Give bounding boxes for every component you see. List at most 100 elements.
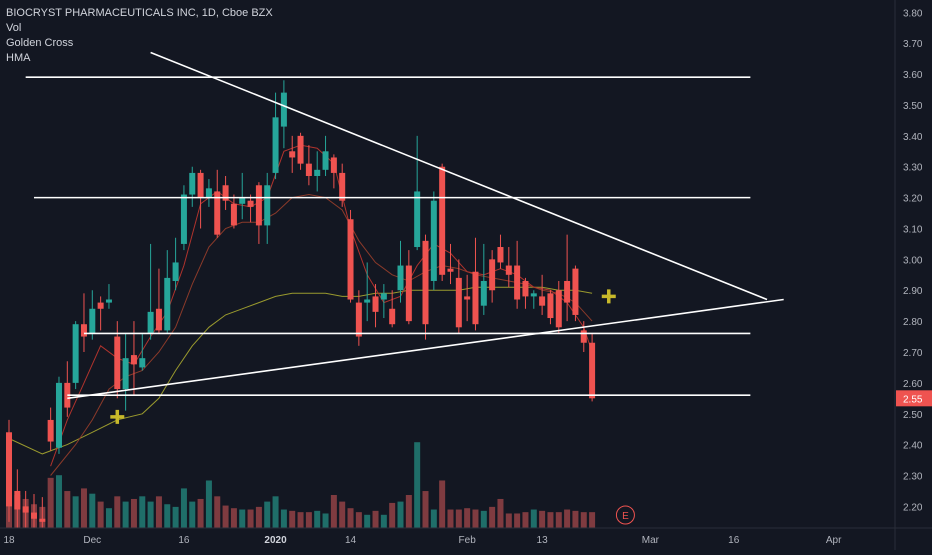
candle-body	[205, 188, 212, 198]
candle-body	[280, 92, 287, 127]
candle-body	[405, 265, 412, 322]
price-tick-label: 3.20	[903, 194, 923, 205]
candle-body	[497, 247, 504, 263]
price-tick-label: 3.00	[903, 255, 923, 266]
candle-body	[239, 197, 246, 204]
volume-bar	[72, 496, 79, 528]
volume-bar	[280, 509, 287, 528]
price-tick-label: 2.70	[903, 348, 923, 359]
volume-bar	[555, 512, 562, 528]
candle-body	[72, 324, 79, 383]
volume-bar	[214, 496, 221, 528]
volume-bars	[6, 442, 596, 528]
candle-body	[172, 262, 179, 281]
candle-body	[164, 277, 171, 331]
volume-bar	[405, 495, 412, 528]
volume-bar	[205, 480, 212, 528]
volume-bar	[130, 498, 137, 528]
candle-body	[6, 432, 12, 507]
volume-bar	[114, 496, 121, 528]
volume-bar	[264, 501, 271, 528]
volume-bar	[305, 512, 312, 528]
candle-body	[55, 382, 62, 448]
volume-bar	[489, 506, 496, 528]
volume-bar	[105, 508, 112, 528]
candle-body	[305, 163, 312, 176]
markers: E	[110, 289, 635, 525]
volume-bar	[564, 509, 571, 528]
legend-golden-cross[interactable]: Golden Cross	[6, 37, 74, 49]
volume-bar	[447, 509, 454, 528]
volume-bar	[364, 514, 371, 528]
volume-bar	[189, 501, 196, 528]
volume-bar	[64, 491, 71, 528]
volume-bar	[339, 501, 346, 528]
volume-bar	[347, 508, 354, 528]
candle-body	[364, 299, 371, 303]
volume-bar	[147, 501, 154, 528]
symbol-title[interactable]: BIOCRYST PHARMACEUTICALS INC, 1D, Cboe B…	[6, 7, 273, 19]
time-tick-label: Dec	[83, 535, 101, 546]
candle-body	[122, 358, 129, 390]
time-axis[interactable]: 18 Dec 16 2020 14 Feb 13 Mar 16 Apr	[0, 527, 932, 546]
candle-body	[530, 293, 537, 297]
price-tick-label: 2.20	[903, 502, 923, 513]
candle-body	[397, 265, 404, 291]
volume-bar	[322, 513, 329, 528]
volume-bar	[480, 510, 487, 528]
candle-body	[389, 308, 396, 325]
volume-bar	[430, 509, 437, 528]
candle-body	[580, 330, 587, 343]
price-tick-label: 2.50	[903, 410, 923, 421]
candle-body	[414, 191, 421, 248]
volume-bar	[572, 510, 579, 528]
candle-body	[255, 185, 262, 226]
volume-bar	[180, 488, 187, 528]
price-axis[interactable]: 2.20 2.30 2.40 2.50 2.60 2.70 2.80 2.90 3.00 3.10…	[894, 0, 932, 550]
volume-bar	[455, 509, 462, 528]
price-tick-label: 2.80	[903, 317, 923, 328]
golden-cross-marker	[110, 409, 125, 424]
chart-legend: BIOCRYST PHARMACEUTICALS INC, 1D, Cboe B…	[6, 6, 273, 66]
volume-bar	[80, 488, 87, 528]
volume-bar	[230, 508, 237, 528]
volume-bar	[197, 498, 204, 528]
candle-body	[564, 280, 571, 303]
candle-body	[464, 296, 471, 300]
volume-bar	[389, 502, 396, 528]
candle-body	[297, 135, 304, 164]
price-tick-label: 3.40	[903, 132, 923, 143]
drawings[interactable]	[25, 51, 784, 400]
trendline	[150, 51, 768, 301]
candle-body	[589, 342, 596, 399]
candle-body	[180, 194, 187, 244]
legend-vol[interactable]: Vol	[6, 22, 22, 34]
candle-body	[272, 117, 279, 173]
ma-slow-line	[8, 286, 593, 455]
time-tick-label: Feb	[459, 535, 477, 546]
candle-body	[355, 302, 362, 337]
candle-body	[314, 169, 321, 176]
volume-bar	[414, 442, 421, 528]
volume-bar	[172, 506, 179, 528]
volume-bar	[239, 509, 246, 528]
candle-body	[555, 290, 562, 328]
volume-bar	[472, 509, 479, 528]
volume-bar	[89, 493, 96, 528]
volume-bar	[372, 510, 379, 528]
candle-body	[30, 512, 37, 519]
volume-bar	[397, 501, 404, 528]
volume-bar	[522, 512, 529, 528]
candle-body	[139, 358, 146, 368]
volume-bar	[272, 496, 279, 528]
candle-body	[22, 506, 29, 513]
legend-hma[interactable]: HMA	[6, 52, 31, 64]
candle-body	[322, 151, 329, 170]
volume-bar	[464, 508, 471, 528]
candle-body	[97, 302, 104, 309]
volume-bar	[422, 491, 429, 528]
candle-body	[114, 336, 121, 390]
volume-bar	[139, 496, 146, 528]
